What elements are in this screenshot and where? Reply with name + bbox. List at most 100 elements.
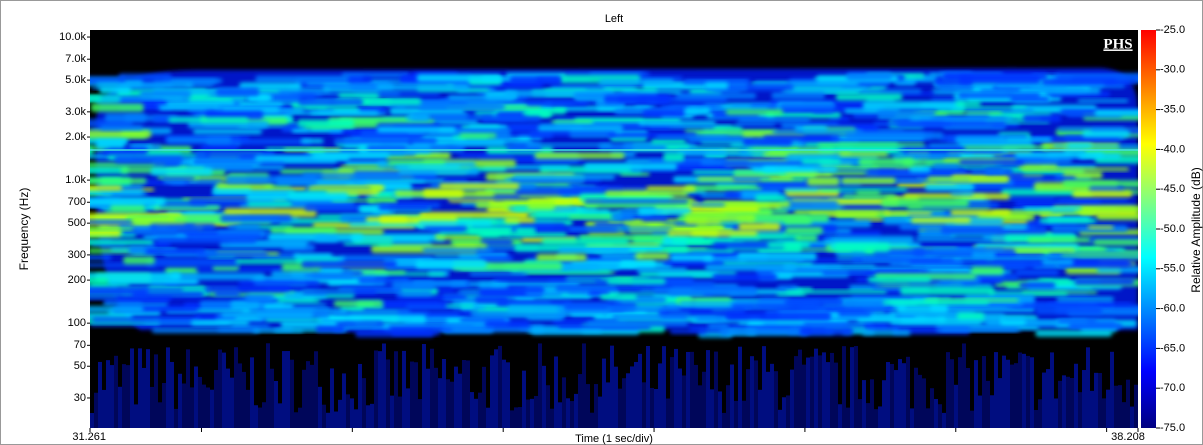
texture-stripe: [390, 395, 394, 428]
texture-streak: [862, 101, 965, 111]
texture-stripe: [762, 346, 766, 428]
texture-streak: [1067, 143, 1092, 149]
texture-stripe: [310, 364, 314, 428]
texture-stripe: [346, 394, 350, 428]
texture-streak: [620, 126, 671, 130]
texture-stripe: [682, 375, 686, 428]
texture-stripe: [266, 343, 270, 428]
texture-stripe: [258, 407, 262, 428]
texture-stripe: [1054, 398, 1058, 428]
chart-title: Left: [605, 13, 623, 25]
texture-stripe: [222, 352, 226, 428]
texture-streak: [1002, 225, 1028, 229]
texture-streak: [192, 129, 263, 135]
texture-stripe: [550, 408, 554, 428]
texture-stripe: [522, 370, 526, 428]
texture-stripe: [158, 402, 162, 428]
texture-streak: [903, 193, 1010, 200]
texture-streak: [423, 189, 464, 198]
texture-stripe: [1038, 399, 1042, 428]
texture-stripe: [1018, 352, 1022, 428]
texture-streak: [304, 271, 354, 279]
texture-stripe: [834, 362, 838, 428]
texture-streak: [541, 238, 629, 245]
texture-streak: [378, 204, 430, 211]
texture-streak: [526, 329, 603, 334]
texture-streak: [858, 157, 914, 167]
texture-stripe: [498, 345, 502, 428]
texture-stripe: [1034, 410, 1038, 428]
texture-stripe: [802, 364, 806, 428]
texture-stripe: [462, 359, 466, 428]
texture-stripe: [610, 345, 614, 428]
texture-streak: [1018, 163, 1058, 169]
texture-stripe: [810, 356, 814, 428]
texture-streak: [468, 226, 518, 234]
texture-streak: [90, 254, 112, 261]
texture-streak: [127, 144, 153, 148]
texture-streak: [1019, 282, 1056, 289]
texture-stripe: [626, 373, 630, 428]
texture-stripe: [806, 357, 810, 428]
texture-stripe: [202, 384, 206, 428]
texture-stripe: [690, 351, 694, 428]
y-tick-label: 2.0k: [65, 131, 86, 143]
texture-stripe: [494, 349, 498, 428]
texture-streak: [245, 294, 275, 303]
texture-stripe: [586, 384, 590, 428]
texture-streak: [762, 165, 838, 173]
texture-streak: [481, 115, 542, 123]
texture-streak: [785, 290, 887, 294]
texture-stripe: [230, 377, 234, 428]
texture-streak: [1023, 206, 1083, 210]
texture-streak: [238, 280, 320, 286]
texture-streak: [941, 225, 1047, 235]
texture-stripe: [410, 361, 414, 428]
texture-stripe: [1046, 369, 1050, 428]
texture-stripe: [1002, 355, 1006, 428]
texture-streak: [884, 211, 932, 215]
texture-streak: [196, 251, 268, 258]
texture-stripe: [874, 409, 878, 428]
texture-streak: [725, 311, 831, 321]
texture-streak: [950, 209, 1011, 216]
texture-stripe: [386, 359, 390, 428]
texture-streak: [1042, 78, 1138, 85]
texture-stripe: [966, 368, 970, 428]
texture-stripe: [566, 398, 570, 428]
texture-stripe: [606, 382, 610, 428]
texture-stripe: [790, 369, 794, 428]
texture-stripe: [582, 343, 586, 428]
texture-streak: [103, 301, 143, 306]
texture-streak: [168, 117, 249, 123]
texture-stripe: [818, 355, 822, 428]
texture-streak: [309, 111, 379, 115]
texture-streak: [352, 237, 431, 242]
texture-streak: [166, 136, 232, 144]
texture-streak: [909, 165, 931, 173]
texture-streak: [621, 90, 682, 94]
x-tick-label: 38.208: [1111, 431, 1145, 443]
texture-stripe: [1014, 363, 1018, 428]
texture-stripe: [378, 351, 382, 428]
texture-stripe: [782, 397, 786, 428]
texture-stripe: [482, 366, 486, 428]
texture-streak: [731, 303, 819, 311]
texture-streak: [843, 298, 889, 308]
colorbar-tick-label: -75.0: [1160, 422, 1185, 434]
texture-streak: [795, 235, 818, 242]
texture-stripe: [746, 369, 750, 428]
texture-stripe: [738, 346, 742, 428]
y-tick-label: 50: [74, 360, 86, 372]
texture-stripe: [366, 405, 370, 428]
texture-stripe: [598, 396, 602, 428]
texture-stripe: [910, 408, 914, 428]
texture-streak: [512, 174, 616, 180]
texture-stripe: [226, 368, 230, 428]
texture-stripe: [90, 412, 94, 428]
texture-streak: [227, 224, 261, 231]
texture-stripe: [718, 391, 722, 428]
texture-stripe: [886, 362, 890, 428]
y-tick-label: 200: [68, 274, 86, 286]
texture-stripe: [1022, 353, 1026, 428]
